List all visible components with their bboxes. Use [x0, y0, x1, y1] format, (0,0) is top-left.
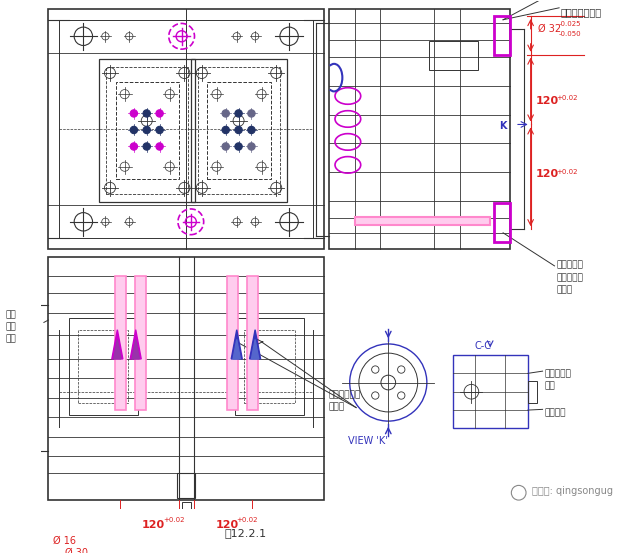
Text: +0.02: +0.02: [556, 95, 578, 101]
Circle shape: [130, 109, 138, 117]
Bar: [429, 41, 478, 70]
Bar: [198, 66, 280, 194]
Bar: [78, 330, 128, 403]
Text: +0.02: +0.02: [163, 517, 185, 523]
Circle shape: [130, 143, 138, 150]
Circle shape: [222, 109, 229, 117]
Text: +0.02: +0.02: [556, 169, 578, 175]
Polygon shape: [132, 340, 139, 359]
Bar: [60, 20, 313, 238]
Text: 模具底板: 模具底板: [544, 408, 566, 417]
Text: 后模冷却水
入口: 后模冷却水 入口: [544, 369, 571, 390]
Polygon shape: [233, 340, 240, 359]
Text: K: K: [499, 121, 507, 131]
Bar: [135, 276, 146, 410]
Text: +0.02: +0.02: [237, 517, 258, 523]
Circle shape: [248, 109, 255, 117]
Circle shape: [143, 126, 151, 134]
Bar: [244, 330, 295, 403]
Bar: [49, 257, 324, 500]
Polygon shape: [130, 330, 141, 359]
Circle shape: [235, 109, 242, 117]
Polygon shape: [113, 340, 121, 359]
Polygon shape: [112, 330, 123, 359]
Bar: [69, 317, 138, 415]
Circle shape: [248, 126, 255, 134]
Circle shape: [156, 126, 163, 134]
Text: 垂直
端入
浇口: 垂直 端入 浇口: [6, 310, 16, 343]
Bar: [247, 276, 258, 410]
Circle shape: [130, 126, 138, 134]
Bar: [207, 82, 271, 179]
Circle shape: [235, 143, 242, 150]
Circle shape: [235, 126, 242, 134]
Text: VIEW 'K': VIEW 'K': [348, 436, 388, 446]
Circle shape: [156, 109, 163, 117]
Polygon shape: [231, 330, 242, 359]
Bar: [99, 59, 196, 202]
Text: Ø 32: Ø 32: [538, 24, 561, 34]
Text: C-C: C-C: [474, 341, 491, 351]
Bar: [49, 9, 324, 249]
Circle shape: [222, 126, 229, 134]
Text: 120: 120: [215, 520, 238, 530]
Bar: [177, 472, 196, 498]
Text: -0.050: -0.050: [558, 32, 581, 38]
Bar: [227, 276, 238, 410]
Circle shape: [156, 143, 163, 150]
Circle shape: [143, 109, 151, 117]
Circle shape: [248, 143, 255, 150]
Bar: [235, 317, 304, 415]
Text: 两组独立的顶
出机构: 两组独立的顶 出机构: [329, 390, 361, 411]
Bar: [191, 59, 287, 202]
Text: 120: 120: [536, 96, 559, 106]
Bar: [115, 82, 179, 179]
Bar: [494, 204, 510, 242]
Bar: [329, 9, 510, 249]
Circle shape: [222, 143, 229, 150]
Bar: [106, 66, 188, 194]
Text: 与旋转板定位销: 与旋转板定位销: [561, 7, 602, 17]
Bar: [355, 217, 490, 225]
Polygon shape: [251, 340, 259, 359]
Text: 微信号: qingsongug: 微信号: qingsongug: [533, 486, 613, 496]
Text: -0.025: -0.025: [558, 22, 581, 27]
Bar: [181, 502, 191, 516]
Bar: [528, 380, 537, 403]
Text: 底板、方铁
和垫板连接
定位销: 底板、方铁 和垫板连接 定位销: [556, 260, 583, 294]
Text: 图12.2.1: 图12.2.1: [225, 528, 267, 538]
Bar: [494, 16, 510, 55]
Polygon shape: [249, 330, 261, 359]
Circle shape: [143, 143, 151, 150]
Bar: [115, 276, 126, 410]
Bar: [453, 355, 528, 429]
Text: Ø 30: Ø 30: [65, 548, 88, 553]
Text: 120: 120: [142, 520, 165, 530]
Text: 120: 120: [536, 169, 559, 179]
Text: Ø 16: Ø 16: [53, 536, 76, 546]
